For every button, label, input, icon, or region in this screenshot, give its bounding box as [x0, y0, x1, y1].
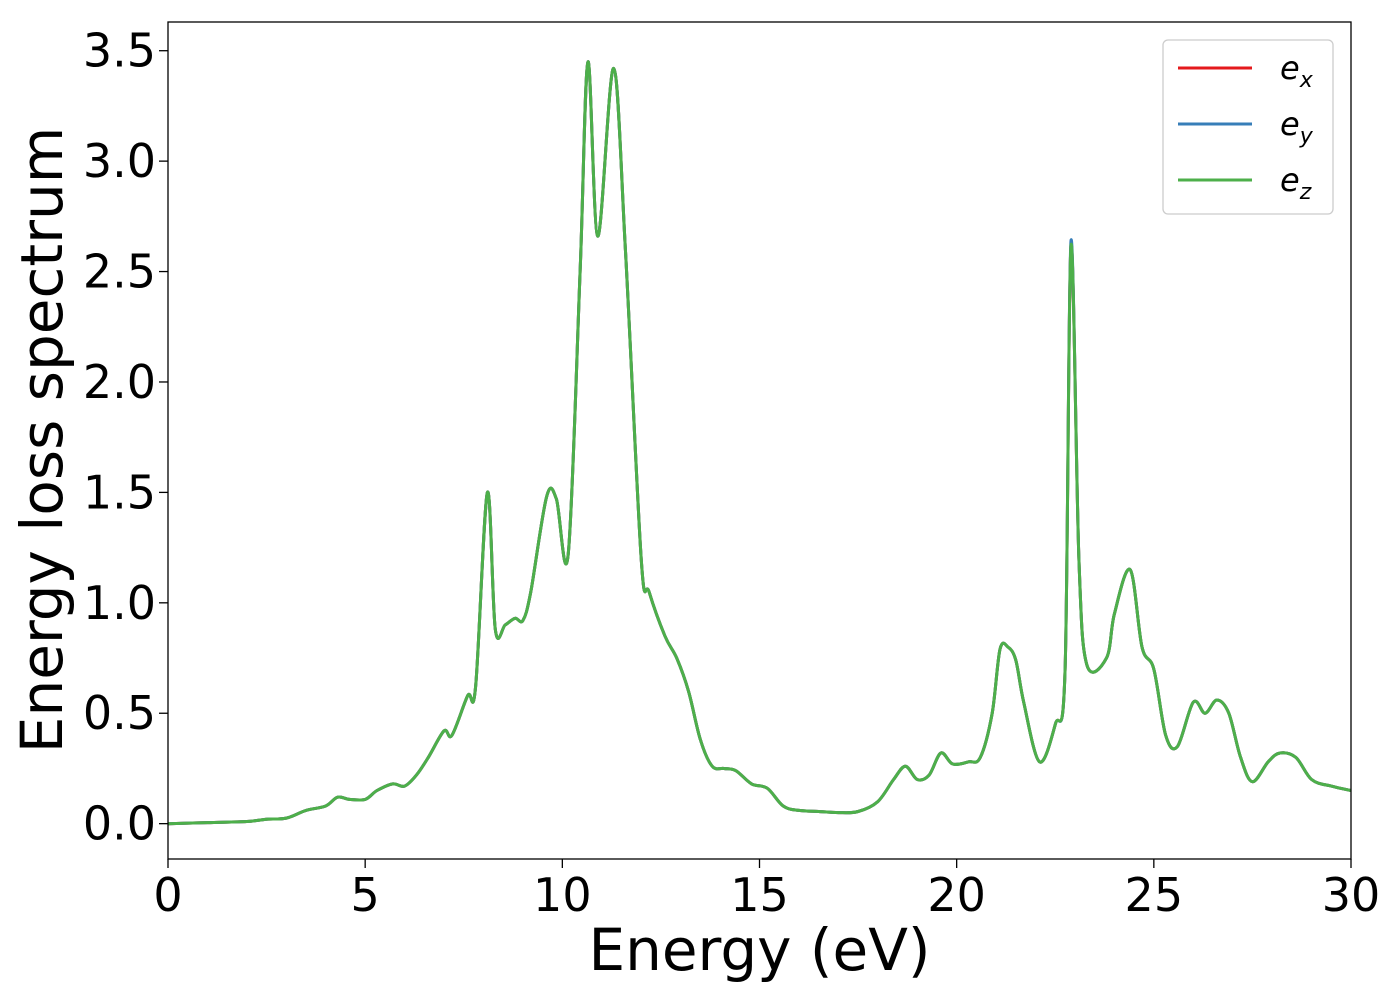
- y-axis-label: Energy loss spectrum: [8, 127, 76, 753]
- legend-label: ey: [1280, 105, 1314, 149]
- legend-label: ex: [1280, 49, 1314, 93]
- y-tick-label: 1.5: [83, 465, 156, 519]
- y-tick-label: 3.5: [83, 24, 156, 78]
- legend-label-base: e: [1280, 161, 1300, 199]
- y-tick-label: 2.0: [83, 355, 156, 409]
- legend-label-base: e: [1280, 49, 1300, 87]
- legend-label-subscript: y: [1299, 124, 1314, 149]
- legend-label: ez: [1280, 161, 1312, 205]
- y-tick-label: 1.0: [83, 576, 156, 630]
- legend-label-base: e: [1280, 105, 1300, 143]
- series-layer: [167, 60, 1352, 826]
- y-tick-label: 2.5: [83, 245, 156, 299]
- legend-label-subscript: z: [1299, 180, 1312, 205]
- x-tick-label: 15: [730, 868, 789, 922]
- y-tick-label: 0.5: [83, 686, 156, 740]
- x-axis-label: Energy (eV): [588, 916, 930, 984]
- y-tick-label: 0.0: [83, 797, 156, 851]
- x-tick-label: 0: [153, 868, 182, 922]
- y-tick-label: 3.0: [83, 134, 156, 188]
- legend-label-subscript: x: [1299, 68, 1314, 93]
- x-axis: 0 5 10 15 20 25 30: [153, 859, 1380, 922]
- legend-frame: [1162, 39, 1334, 215]
- x-tick-label: 20: [927, 868, 986, 922]
- x-tick-label: 10: [533, 868, 592, 922]
- x-tick-label: 25: [1125, 868, 1184, 922]
- series-line-e-z: [167, 60, 1352, 826]
- x-tick-label: 30: [1322, 868, 1381, 922]
- y-axis: 0.0 0.5 1.0 1.5 2.0 2.5 3.0 3.5: [83, 24, 168, 851]
- x-tick-label: 5: [351, 868, 380, 922]
